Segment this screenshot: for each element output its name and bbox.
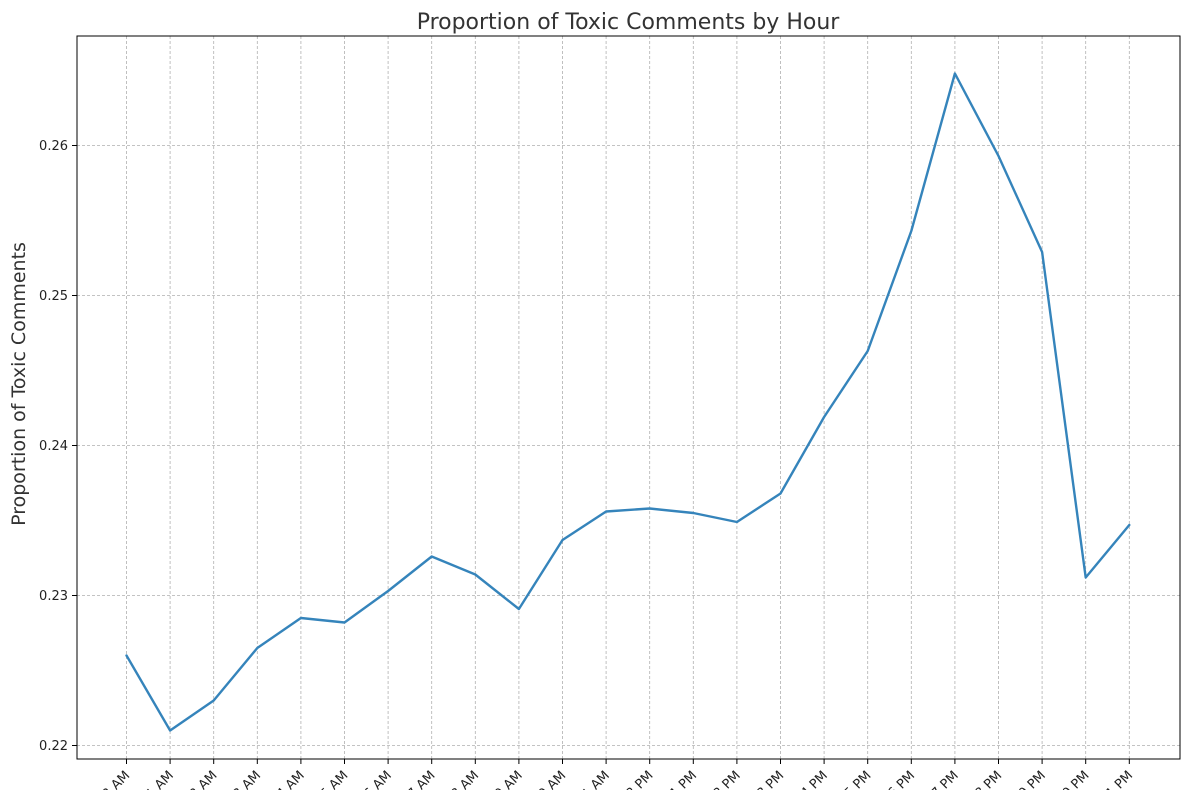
- x-tick-label: 7 PM: [929, 768, 962, 790]
- plot-frame: [76, 35, 1181, 760]
- y-tick-label: 0.25: [39, 289, 68, 304]
- x-tick-label: 10 PM: [1054, 768, 1093, 790]
- axis-ticks: 12 AM 1 AM 2 AM 3 AM 4 AM 5 AM 6 AM 7 AM 8 AM 9 A…: [39, 139, 1136, 790]
- grid: [77, 36, 1180, 759]
- y-tick-label: 0.26: [39, 139, 68, 154]
- x-tick-label: 5 PM: [842, 768, 875, 790]
- series-layer: [125, 72, 1131, 732]
- y-tick-label: 0.22: [39, 739, 68, 754]
- x-tick-label: 4 PM: [798, 768, 831, 790]
- chart-title: Proportion of Toxic Comments by Hour: [417, 10, 841, 35]
- x-tick-label: 7 AM: [405, 768, 439, 790]
- x-tick-label: 8 AM: [449, 768, 483, 790]
- x-tick-label: 8 PM: [972, 768, 1005, 790]
- x-tick-label: 2 PM: [711, 768, 744, 790]
- x-tick-label: 3 PM: [754, 768, 787, 790]
- y-tick-label: 0.23: [39, 589, 68, 604]
- x-tick-label: 2 AM: [187, 768, 221, 790]
- x-tick-label: 6 AM: [361, 768, 395, 790]
- x-tick-label: 1 AM: [143, 768, 177, 790]
- x-tick-label: 12 AM: [94, 768, 133, 790]
- series-line: [125, 72, 1131, 732]
- x-tick-label: 9 AM: [492, 768, 526, 790]
- y-tick-label: 0.24: [39, 439, 68, 454]
- x-tick-label: 10 AM: [530, 768, 569, 790]
- x-tick-label: 11 AM: [573, 768, 612, 790]
- x-tick-label: 6 PM: [885, 768, 918, 790]
- x-tick-label: 11 PM: [1097, 768, 1136, 790]
- x-tick-label: 1 PM: [667, 768, 700, 790]
- x-tick-label: 12 PM: [618, 768, 657, 790]
- x-tick-label: 4 AM: [274, 768, 308, 790]
- x-tick-label: 5 AM: [318, 768, 352, 790]
- x-tick-label: 3 AM: [231, 768, 265, 790]
- y-axis-label: Proportion of Toxic Comments: [8, 242, 30, 526]
- x-tick-label: 9 PM: [1016, 768, 1049, 790]
